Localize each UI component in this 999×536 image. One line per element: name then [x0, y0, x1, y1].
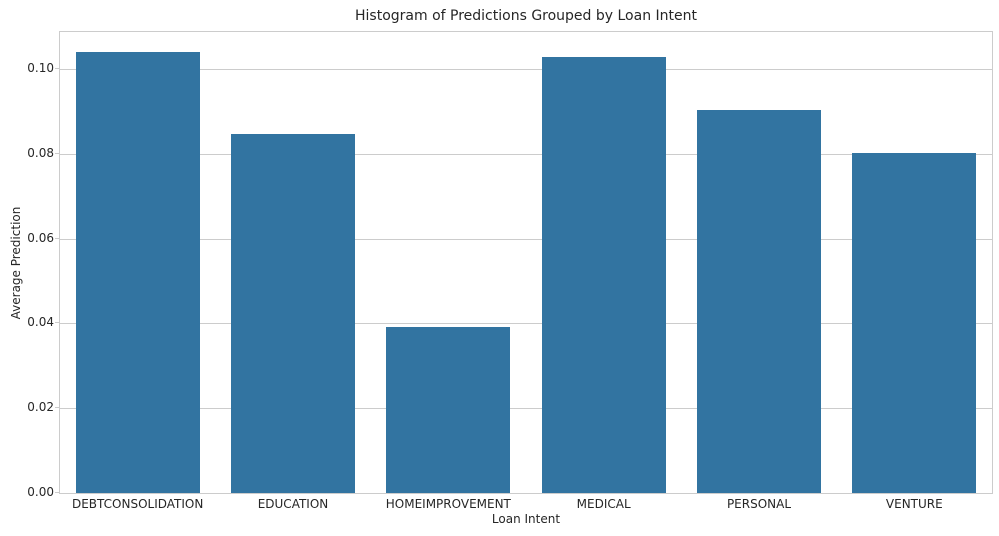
gridline — [60, 153, 992, 155]
plot-area — [59, 31, 993, 494]
bar-debtconsolidation — [75, 51, 200, 493]
bar-homeimprovement — [386, 327, 511, 493]
x-axis-label: Loan Intent — [491, 512, 561, 526]
bar-medical — [541, 57, 666, 493]
y-tick-label: 0.06 — [27, 230, 54, 245]
bar-venture — [852, 153, 977, 493]
bar-education — [230, 134, 356, 493]
y-tick — [55, 237, 60, 239]
x-tick-label: HOMEIMPROVEMENT — [385, 497, 511, 511]
y-tick-label: 0.02 — [27, 400, 54, 415]
gridline — [60, 238, 992, 240]
chart-title: Histogram of Predictions Grouped by Loan… — [355, 8, 697, 24]
y-tick — [55, 407, 60, 409]
x-tick-label: EDUCATION — [257, 497, 329, 511]
y-tick-label: 0.10 — [27, 60, 54, 75]
y-tick — [55, 152, 60, 154]
gridline — [60, 408, 992, 410]
x-tick-label: VENTURE — [885, 497, 943, 511]
gridline — [60, 68, 992, 70]
y-tick-label: 0.00 — [27, 485, 54, 499]
gridline — [60, 323, 992, 325]
bar-personal — [696, 110, 822, 493]
y-tick-label: 0.08 — [27, 145, 54, 160]
y-tick-label: 0.04 — [27, 315, 54, 330]
y-tick — [55, 492, 60, 493]
y-axis-label: Average Prediction — [9, 206, 23, 320]
x-tick-label: DEBTCONSOLIDATION — [71, 497, 204, 511]
y-tick — [55, 67, 60, 69]
x-tick-label: PERSONAL — [726, 497, 792, 511]
x-tick-label: MEDICAL — [576, 497, 631, 511]
y-tick — [55, 322, 60, 324]
